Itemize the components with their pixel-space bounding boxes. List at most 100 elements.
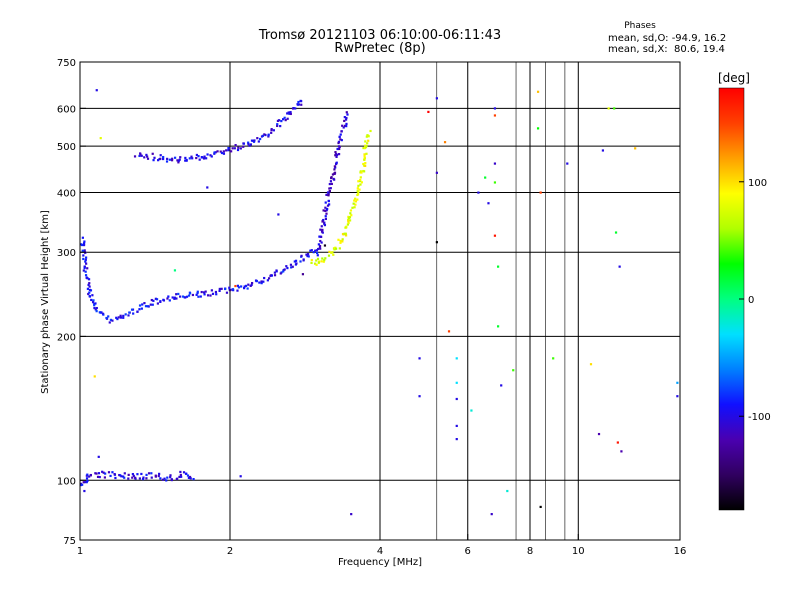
x-tick-label: 10 [572,546,585,557]
trace-point [81,249,84,252]
trace-point [82,254,85,257]
trace-point [330,176,333,179]
trace-point [89,289,93,292]
trace-point [167,295,170,298]
trace-point [320,230,324,233]
trace-point [339,239,342,243]
trace-point [196,292,199,295]
trace-point [294,107,297,110]
trace-point [81,236,84,239]
trace-point [214,151,217,154]
trace-point [124,313,127,316]
trace-point [184,156,187,160]
trace-point [233,147,236,150]
trace-point [94,472,97,475]
colorbar-ticks: 100 0 -100 [739,178,771,423]
trace-point [369,129,372,133]
trace-point [334,154,337,157]
trace-point [98,475,101,479]
data-points [79,89,679,516]
trace-point [343,124,347,127]
trace-point [107,315,110,318]
trace-point [84,258,87,261]
x-axis-label: Frequency [MHz] [337,557,423,568]
trace-point [315,263,318,266]
trace-point [357,190,360,194]
trace-point [214,290,218,294]
trace-point [234,144,237,147]
trace-point [273,271,276,274]
trace-point [333,165,336,168]
trace-point [195,156,198,160]
trace-point [283,116,286,119]
x-tick-label: 4 [377,546,383,557]
trace-point [285,265,288,268]
scatter-point [323,244,327,247]
trace-point [165,479,168,482]
trace-point [348,219,352,222]
trace-point [327,254,331,257]
trace-point [156,302,159,305]
trace-point [186,474,190,477]
trace-point [325,209,328,212]
scatter-point [418,395,421,398]
trace-point [324,206,327,209]
trace-point [198,158,201,161]
scatter-point [455,437,458,441]
trace-point [306,254,309,258]
trace-point [328,187,331,190]
trace-point [242,142,245,145]
trace-point [365,135,368,138]
trace-point [150,476,153,479]
trace-point [179,470,182,474]
scatter-point [83,489,86,493]
trace-point [88,475,91,478]
trace-point [82,257,85,261]
trace-point [173,296,176,299]
trace-point [154,297,157,300]
scatter-point [607,107,610,110]
y-tick-label: 750 [57,58,76,69]
trace-point [85,477,89,480]
trace-point [293,260,296,263]
scatter-point [493,107,497,110]
trace-point [237,146,240,149]
trace-point [289,112,292,116]
trace-point [184,296,187,299]
trace-point [326,207,329,211]
trace-point [262,280,265,283]
trace-point [209,294,212,297]
scatter-point [97,455,100,458]
scatter-point [435,97,438,100]
trace-point [261,134,265,137]
y-tick-label: 400 [57,188,76,199]
trace-point [310,258,313,262]
chart-title: Tromsø 20121103 06:10:00-06:11:43 [258,28,502,43]
trace-point [322,209,325,212]
trace-point [85,256,88,259]
trace-point [152,299,155,302]
scatter-point [447,330,451,333]
trace-point [307,255,310,258]
trace-point [155,298,159,301]
trace-point [316,254,319,257]
trace-point [358,188,361,191]
trace-point [326,191,330,194]
scatter-point [500,384,503,387]
trace-point [324,209,327,212]
trace-point [143,156,146,159]
trace-point [192,477,195,481]
x-tick-label: 16 [674,546,687,557]
trace-point [300,254,303,257]
trace-point [179,295,182,298]
trace-point [363,158,366,161]
trace-point [341,238,344,241]
trace-point [92,299,95,302]
trace-point [354,203,357,206]
trace-point [197,295,200,298]
trace-point [352,202,355,205]
trace-point [246,287,249,290]
scatter-point [493,234,497,237]
scatter-point [206,186,209,189]
